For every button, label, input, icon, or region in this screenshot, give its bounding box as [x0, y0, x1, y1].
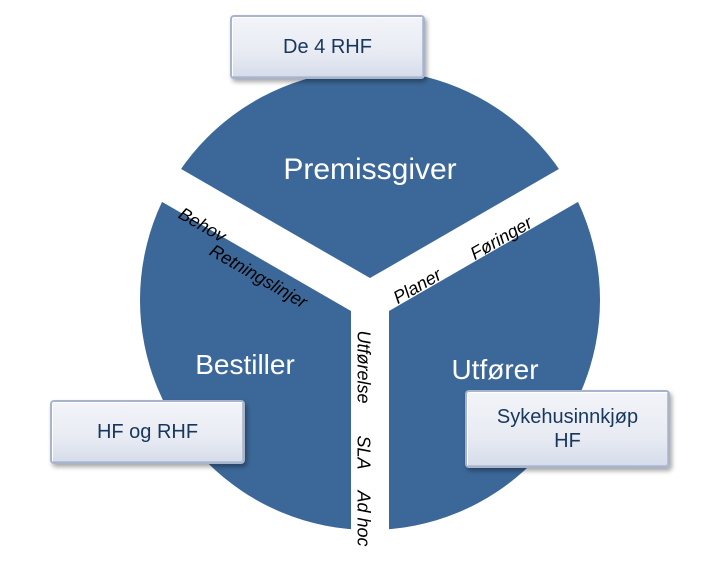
spoke-text-adhoc: Ad hoc: [353, 491, 374, 547]
box-sykehusinnkjop: Sykehusinnkjøp HF: [465, 390, 670, 468]
sector-label-top: Premissgiver: [283, 153, 456, 187]
sector-label-right: Utfører: [451, 354, 538, 386]
spoke-text-utforelse: Utførelse: [353, 331, 374, 404]
box-hf-og-rhf: HF og RHF: [50, 400, 245, 464]
box-de4rhf: De 4 RHF: [230, 15, 425, 79]
spoke-text-sla: SLA: [353, 436, 374, 470]
sector-label-left: Bestiller: [195, 349, 295, 381]
